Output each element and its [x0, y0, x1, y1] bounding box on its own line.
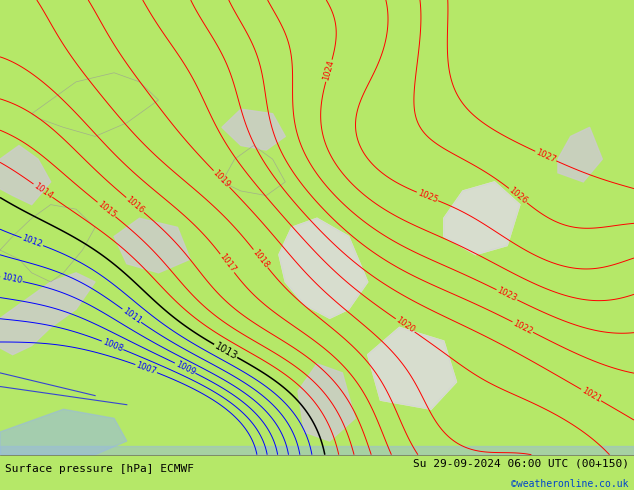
Text: 1015: 1015 — [96, 199, 117, 220]
Text: 1024: 1024 — [321, 59, 336, 82]
Text: 1009: 1009 — [174, 360, 197, 377]
Polygon shape — [298, 364, 355, 441]
Text: 1021: 1021 — [579, 386, 602, 404]
Text: 1007: 1007 — [134, 361, 158, 376]
Polygon shape — [444, 182, 520, 255]
Text: 1010: 1010 — [1, 272, 23, 286]
Polygon shape — [0, 409, 127, 455]
Polygon shape — [0, 273, 95, 355]
Text: Su 29-09-2024 06:00 UTC (00+150): Su 29-09-2024 06:00 UTC (00+150) — [413, 459, 629, 468]
Polygon shape — [558, 127, 602, 182]
Polygon shape — [0, 445, 634, 455]
Text: 1011: 1011 — [120, 306, 143, 325]
Polygon shape — [444, 182, 520, 255]
Polygon shape — [222, 109, 285, 150]
Text: 1023: 1023 — [495, 286, 519, 303]
Text: 1013: 1013 — [212, 341, 239, 361]
Polygon shape — [114, 218, 190, 273]
Text: 1019: 1019 — [211, 168, 232, 190]
Text: 1025: 1025 — [416, 188, 439, 204]
Text: 1012: 1012 — [21, 234, 44, 249]
Polygon shape — [279, 218, 368, 318]
Text: ©weatheronline.co.uk: ©weatheronline.co.uk — [512, 479, 629, 489]
Text: 1020: 1020 — [394, 316, 417, 335]
Text: 1016: 1016 — [124, 195, 146, 215]
Text: 1026: 1026 — [507, 186, 529, 206]
Polygon shape — [368, 327, 456, 409]
Text: 1014: 1014 — [32, 181, 54, 200]
Text: 1018: 1018 — [250, 247, 271, 270]
Polygon shape — [279, 218, 368, 318]
Text: 1017: 1017 — [217, 252, 237, 274]
Text: Surface pressure [hPa] ECMWF: Surface pressure [hPa] ECMWF — [5, 464, 194, 474]
Polygon shape — [0, 146, 51, 205]
Text: 1027: 1027 — [534, 147, 557, 165]
Text: 1008: 1008 — [101, 337, 124, 353]
Polygon shape — [368, 327, 456, 409]
Text: 1022: 1022 — [512, 318, 534, 336]
